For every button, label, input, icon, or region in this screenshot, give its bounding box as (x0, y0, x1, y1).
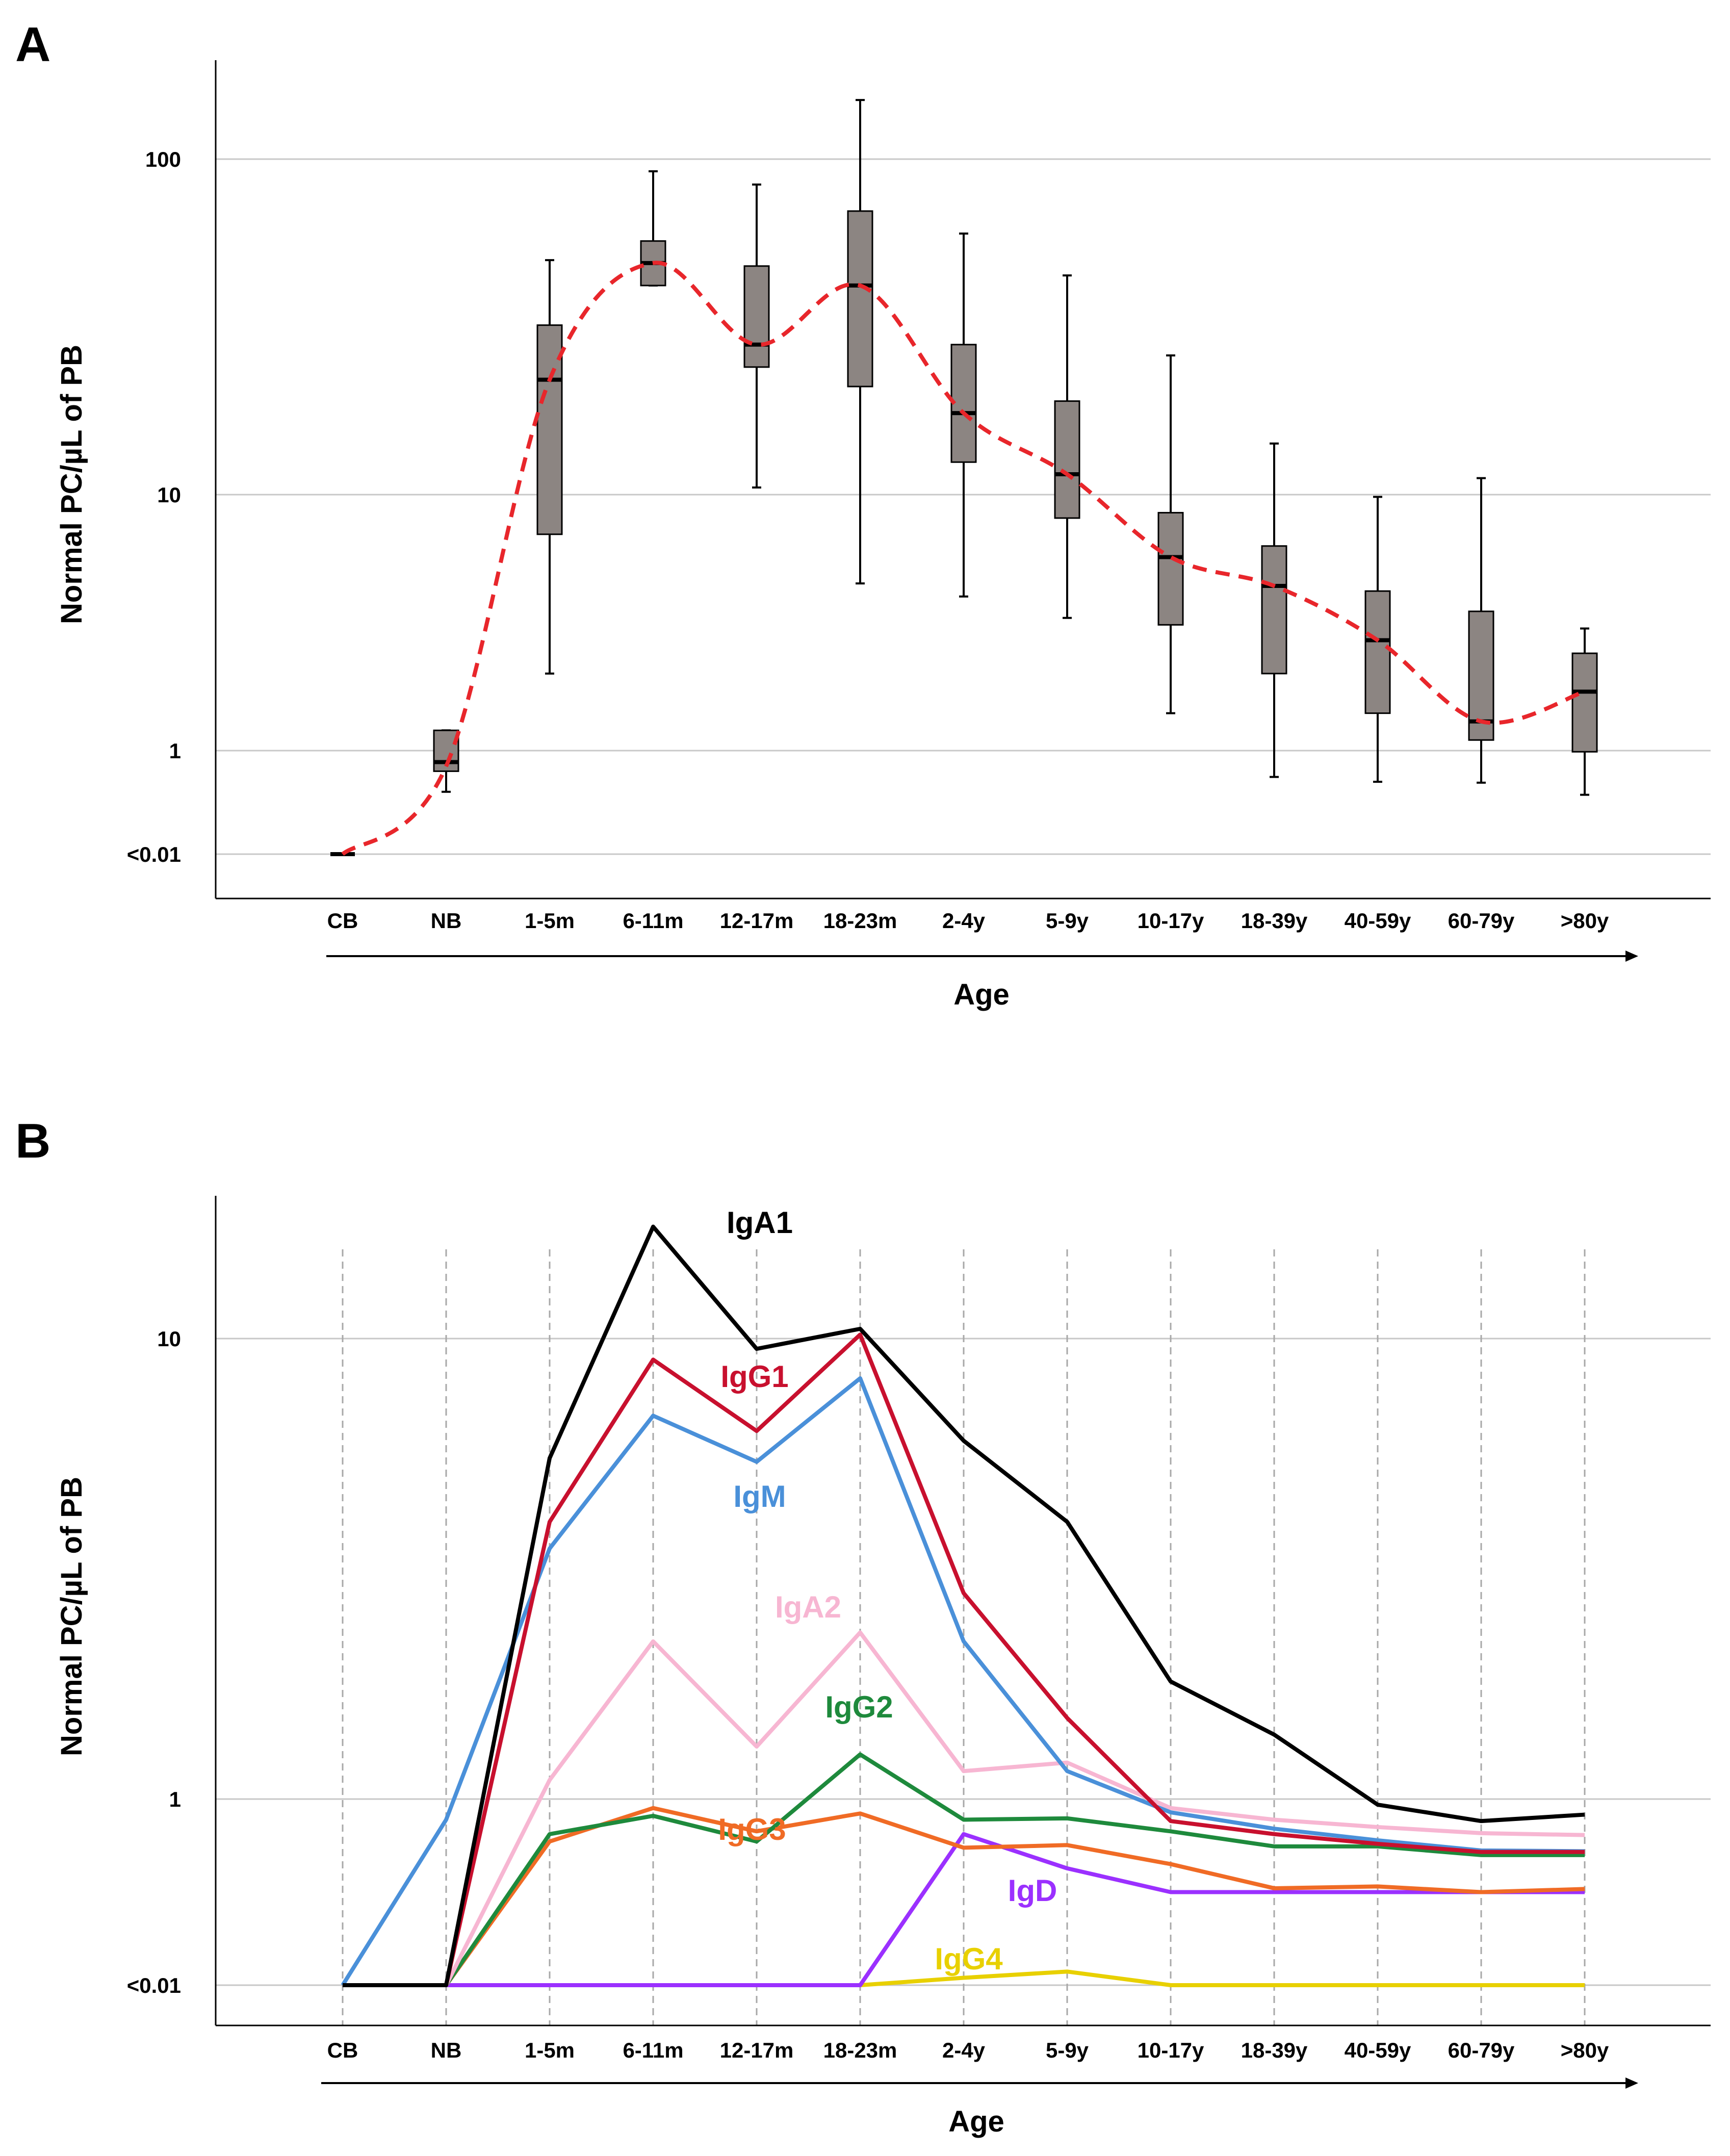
panel-a-x-axis-label: Age (953, 978, 1010, 1011)
panel-b-series-iga1 (343, 1224, 1585, 1987)
panel-b-x-tick-12-17m: 12-17m (720, 2038, 794, 2062)
panel-a-y-tick-100: 100 (145, 147, 181, 171)
panel-a-x-tick-18-39y: 18-39y (1241, 909, 1308, 933)
panel-a-y-tick-1: 1 (169, 739, 181, 763)
panel-b-y-tick-1: 1 (169, 1787, 181, 1811)
panel-b-label-igg3: IgG3 (718, 1812, 786, 1846)
iqr-box (950, 344, 977, 463)
panel-a-y-axis-label: Normal PC/µL of PB (55, 345, 88, 624)
iqr-box (1054, 400, 1080, 519)
panel-b-series-igg1 (343, 1332, 1585, 1987)
panel-b-y-axis-label: Normal PC/µL of PB (55, 1477, 88, 1756)
panel-a-box-12-17m (743, 183, 770, 489)
panel-b-x-axis-label: Age (948, 2105, 1004, 2138)
panel-b-label-igm: IgM (733, 1479, 786, 1513)
panel-b-series-igm (341, 1376, 1585, 1987)
iqr-box (536, 324, 563, 535)
panel-a-box-5-9y (1054, 274, 1080, 619)
panel-a-x-tick-40-59y: 40-59y (1345, 909, 1411, 933)
panel-a-y-tick-0-01: <0.01 (127, 842, 181, 866)
panel-b-label-igg4: IgG4 (935, 1942, 1003, 1976)
iqr-box (1571, 652, 1598, 753)
panel-b-series-igg2 (343, 1752, 1585, 1987)
panel-a-age-arrowhead (1625, 951, 1638, 962)
panel-a-x-tick-6-11m: 6-11m (623, 909, 683, 933)
iqr-box (743, 265, 770, 368)
panel-b-x-tick-1-5m: 1-5m (525, 2038, 575, 2062)
iqr-box (1157, 511, 1184, 626)
panel-a-letter: A (15, 17, 50, 72)
panel-a-box-18-39y (1261, 442, 1287, 778)
panel-b-label-igd: IgD (1008, 1873, 1057, 1908)
panel-b-x-tick-80y: >80y (1561, 2038, 1609, 2062)
panel-b-series-igg3 (343, 1806, 1585, 1987)
panel-a-x-tick-cb: CB (327, 909, 358, 933)
panel-a-x-tick-80y: >80y (1561, 909, 1609, 933)
panel-a-x-tick-10-17y: 10-17y (1138, 909, 1204, 933)
panel-a-box-10-17y (1157, 354, 1184, 714)
panel-b-x-ticks: CB NB 1-5m 6-11m 12-17m 18-23m 2-4y 5-9y 10-17y 1… (327, 2038, 1609, 2062)
panel-a-box-60-79y (1468, 477, 1494, 784)
panel-b-x-tick-10-17y: 10-17y (1138, 2038, 1204, 2062)
panel-b-series-igd (343, 1832, 1585, 1987)
panel-b-x-tick-2-4y: 2-4y (942, 2038, 986, 2062)
panel-a-x-tick-12-17m: 12-17m (720, 909, 794, 933)
panel-b-x-tick-5-9y: 5-9y (1046, 2038, 1089, 2062)
panel-a-y-tick-10: 10 (157, 483, 181, 507)
panel-a-x-tick-5-9y: 5-9y (1046, 909, 1089, 933)
panel-a-y-ticks: <0.01 1 10 100 (127, 147, 181, 866)
iqr-box (847, 210, 873, 388)
panel-b-x-tick-40-59y: 40-59y (1345, 2038, 1411, 2062)
panel-a: A <0.01 1 10 100 CB NB 1-5m 6-11m 12-17m 18-23m 2… (15, 17, 1711, 1011)
panel-a-box-6-11m (640, 170, 666, 287)
panel-a-boxes (330, 99, 1598, 856)
panel-b-x-tick-18-39y: 18-39y (1241, 2038, 1308, 2062)
panel-b-x-tick-nb: NB (431, 2038, 462, 2062)
panel-b-label-iga2: IgA2 (775, 1590, 841, 1624)
panel-a-box-1-5m (536, 259, 563, 675)
panel-a-box-80y (1571, 627, 1598, 796)
panel-a-box-18-23m (847, 99, 873, 585)
panel-a-x-tick-2-4y: 2-4y (942, 909, 986, 933)
panel-b-label-iga1: IgA1 (727, 1205, 793, 1240)
iqr-box (1364, 590, 1391, 714)
panel-a-x-tick-1-5m: 1-5m (525, 909, 575, 933)
panel-b-letter: B (15, 1114, 50, 1168)
panel-b-label-igg2: IgG2 (825, 1690, 893, 1724)
panel-a-x-tick-60-79y: 60-79y (1448, 909, 1515, 933)
panel-b-x-tick-60-79y: 60-79y (1448, 2038, 1515, 2062)
panel-b-series (341, 1224, 1585, 1987)
panel-b: B <0.01 1 10 CB NB 1-5m 6-11m 12-17m 18-23m 2-4y… (15, 1114, 1711, 2138)
panel-a-x-ticks: CB NB 1-5m 6-11m 12-17m 18-23m 2-4y 5-9y 10-17y 1… (327, 909, 1609, 933)
panel-b-x-tick-cb: CB (327, 2038, 358, 2062)
panel-b-series-iga2 (343, 1630, 1585, 1987)
panel-a-x-tick-18-23m: 18-23m (823, 909, 897, 933)
panel-b-y-ticks: <0.01 1 10 (127, 1327, 181, 1997)
panel-b-y-tick-0-01: <0.01 (127, 1973, 181, 1997)
panel-b-x-tick-18-23m: 18-23m (823, 2038, 897, 2062)
iqr-box (1468, 610, 1494, 741)
panel-b-age-arrowhead (1625, 2077, 1638, 2089)
panel-a-box-2-4y (950, 232, 977, 598)
panel-a-x-tick-nb: NB (431, 909, 462, 933)
panel-b-x-tick-6-11m: 6-11m (623, 2038, 683, 2062)
iqr-box (1261, 545, 1287, 675)
panel-b-y-tick-10: 10 (157, 1327, 181, 1351)
panel-b-label-igg1: IgG1 (720, 1359, 788, 1394)
